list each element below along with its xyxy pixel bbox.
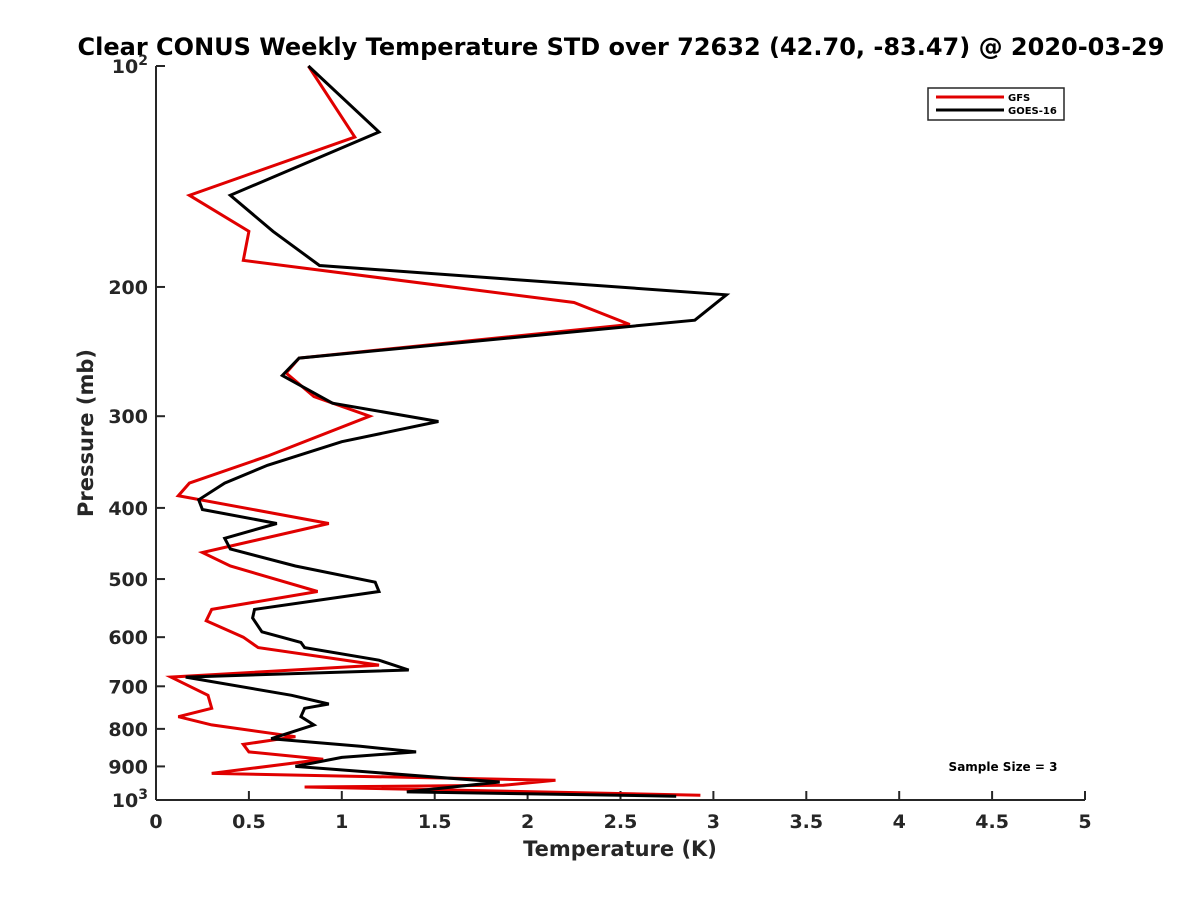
y-tick-exponent: 2 — [138, 53, 148, 69]
series-lines — [165, 64, 731, 798]
x-tick-label: 3 — [707, 811, 720, 833]
y-axis-label: Pressure (mb) — [74, 349, 98, 517]
y-tick-label: 300 — [108, 406, 148, 428]
y-tick-base: 10 — [112, 56, 138, 78]
x-tick-label: 2.5 — [604, 811, 638, 833]
x-axis-label: Temperature (K) — [523, 837, 717, 861]
y-tick-base: 10 — [112, 790, 138, 812]
x-tick-label: 0.5 — [232, 811, 266, 833]
x-axis-ticks: 0 0.5 1 1.5 2 2.5 3 3.5 4 4.5 5 — [149, 791, 1092, 833]
y-tick-exponent: 3 — [138, 787, 148, 803]
y-tick-label: 103 — [112, 787, 148, 812]
x-tick-label: 2 — [521, 811, 534, 833]
y-tick-label: 700 — [108, 676, 148, 698]
x-tick-label: 4.5 — [975, 811, 1009, 833]
sample-size-annotation: Sample Size = 3 — [949, 760, 1058, 774]
legend-label: GOES-16 — [1008, 106, 1057, 117]
y-tick-label: 800 — [108, 719, 148, 741]
y-tick-label: 900 — [108, 756, 148, 778]
y-tick-label: 500 — [108, 569, 148, 591]
legend-box — [927, 87, 1065, 121]
x-tick-label: 1.5 — [418, 811, 452, 833]
x-tick-label: 0 — [149, 811, 162, 833]
x-tick-label: 4 — [893, 811, 906, 833]
legend: GFS GOES-16 — [927, 87, 1065, 121]
x-tick-label: 1 — [335, 811, 348, 833]
x-tick-label: 3.5 — [789, 811, 823, 833]
plot-area — [155, 66, 1085, 801]
plot-background — [156, 66, 1085, 800]
y-tick-label: 102 — [112, 53, 148, 78]
y-tick-label: 200 — [108, 277, 148, 299]
y-tick-label: 600 — [108, 627, 148, 649]
y-tick-label: 400 — [108, 498, 148, 520]
chart-title: Clear CONUS Weekly Temperature STD over … — [78, 33, 1165, 61]
legend-label: GFS — [1008, 93, 1030, 104]
x-tick-label: 5 — [1078, 811, 1091, 833]
series-line-gfs — [165, 65, 701, 797]
series-line-goes-16 — [185, 64, 731, 798]
